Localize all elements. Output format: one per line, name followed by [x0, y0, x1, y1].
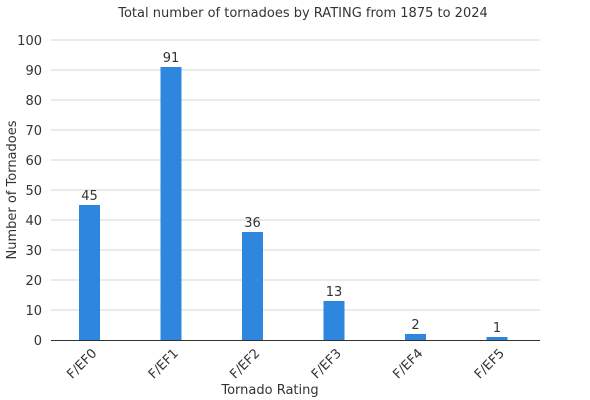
y-tick-label: 30 [25, 244, 42, 259]
x-tick-label: F/EF0 [64, 346, 100, 382]
y-tick-label: 0 [34, 334, 42, 349]
data-label: 91 [163, 51, 180, 66]
y-tick-label: 70 [25, 124, 42, 139]
x-tick-label: F/EF2 [227, 346, 263, 382]
data-label: 45 [81, 189, 98, 204]
y-tick-label: 80 [25, 94, 42, 109]
bar[interactable] [405, 334, 426, 340]
data-label: 13 [326, 285, 343, 300]
data-label: 1 [493, 321, 501, 336]
data-label: 2 [411, 318, 419, 333]
y-tick-label: 10 [25, 304, 42, 319]
y-tick-labels: 0 10 20 30 40 50 60 70 80 90 100 [17, 34, 42, 349]
data-labels: 45 91 36 13 2 1 [81, 51, 501, 336]
bar[interactable] [79, 205, 100, 340]
chart-title: Total number of tornadoes by RATING from… [117, 6, 488, 21]
bar[interactable] [323, 301, 345, 340]
x-tick-label: F/EF1 [146, 346, 182, 382]
bars [79, 67, 508, 340]
bar[interactable] [486, 337, 508, 340]
y-tick-label: 40 [25, 214, 42, 229]
data-label: 36 [244, 216, 261, 231]
y-tick-label: 60 [25, 154, 42, 169]
bar[interactable] [242, 232, 263, 340]
x-tick-label: F/EF3 [309, 346, 345, 382]
bar[interactable] [160, 67, 182, 340]
x-tick-labels: F/EF0 F/EF1 F/EF2 F/EF3 F/EF4 F/EF5 [64, 346, 507, 382]
y-tick-label: 90 [25, 64, 42, 79]
y-tick-label: 100 [17, 34, 42, 49]
y-axis-label: Number of Tornadoes [5, 120, 20, 259]
x-tick-label: F/EF4 [390, 346, 426, 382]
y-tick-label: 20 [25, 274, 42, 289]
x-tick-label: F/EF5 [472, 346, 508, 382]
gridlines [51, 39, 540, 311]
x-axis-label: Tornado Rating [220, 383, 318, 398]
y-tick-label: 50 [25, 184, 42, 199]
